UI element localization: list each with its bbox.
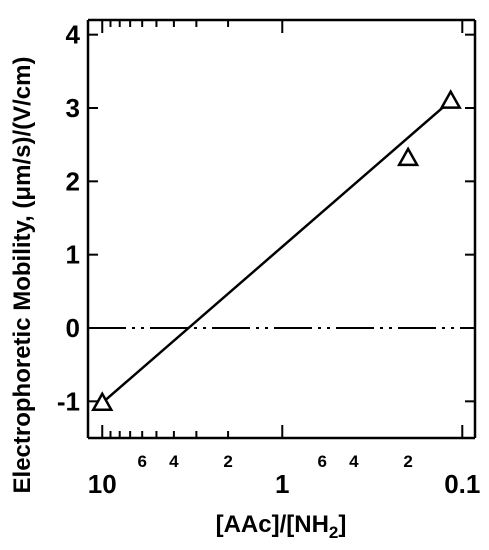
- plot-area: [86, 18, 477, 440]
- x-minor-tick-label: 2: [403, 452, 412, 471]
- x-minor-tick-label: 4: [349, 452, 359, 471]
- x-major-tick-label: 1: [275, 469, 289, 499]
- y-axis-title: Electrophoretic Mobility, (μm/s)/(V/cm): [9, 57, 36, 494]
- fit-line: [101, 99, 452, 404]
- data-point-triangle: [396, 146, 420, 167]
- ticks: [88, 20, 475, 438]
- data-point-triangle: [91, 391, 114, 412]
- y-tick-label: -1: [57, 386, 80, 416]
- tick-labels: -1 0 1 2 3 4 10 1 0.1 6 4 2 6 4 2: [57, 20, 480, 499]
- y-tick-label: 1: [66, 240, 80, 270]
- x-minor-tick-label: 6: [317, 452, 326, 471]
- x-minor-tick-label: 2: [223, 452, 232, 471]
- x-major-tick-label: 0.1: [444, 469, 480, 499]
- x-axis-title-part2: ]: [338, 511, 346, 538]
- markers: [91, 89, 462, 412]
- y-tick-label: 4: [66, 20, 81, 50]
- y-tick-label: 0: [66, 313, 80, 343]
- lines: [88, 99, 475, 404]
- data-point-triangle: [439, 89, 462, 109]
- x-major-tick-label: 10: [88, 469, 117, 499]
- x-minor-tick-label: 6: [137, 452, 146, 471]
- x-axis-title-subscript: 2: [329, 523, 338, 542]
- y-tick-label: 3: [66, 93, 80, 123]
- y-tick-label: 2: [66, 166, 80, 196]
- x-axis-title: [AAc]/[NH2]: [216, 511, 347, 542]
- x-axis-title-part1: [AAc]/[NH: [216, 511, 329, 538]
- x-minor-tick-label: 4: [169, 452, 179, 471]
